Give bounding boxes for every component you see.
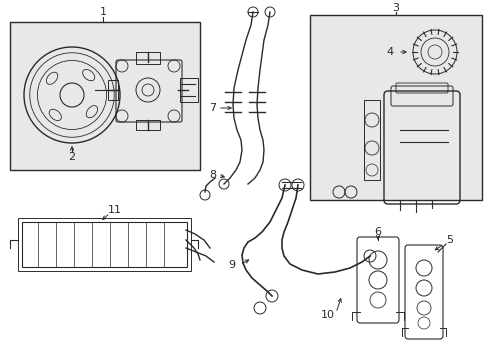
- Text: 4: 4: [386, 47, 393, 57]
- Bar: [363, 100, 379, 180]
- Bar: [180, 78, 198, 102]
- Text: 5: 5: [446, 235, 452, 245]
- Text: 7: 7: [208, 103, 216, 113]
- Text: 10: 10: [320, 310, 334, 320]
- Text: 6: 6: [374, 227, 381, 237]
- Bar: [18, 218, 191, 271]
- Text: 2: 2: [68, 152, 76, 162]
- Bar: [136, 120, 160, 130]
- Text: 11: 11: [108, 205, 122, 215]
- Bar: [136, 52, 160, 64]
- Text: 1: 1: [99, 7, 106, 17]
- Bar: [309, 15, 481, 200]
- Text: 3: 3: [392, 3, 399, 13]
- Bar: [108, 80, 118, 100]
- Text: 8: 8: [208, 170, 216, 180]
- Bar: [10, 22, 200, 170]
- Text: 9: 9: [228, 260, 235, 270]
- Bar: [22, 222, 186, 267]
